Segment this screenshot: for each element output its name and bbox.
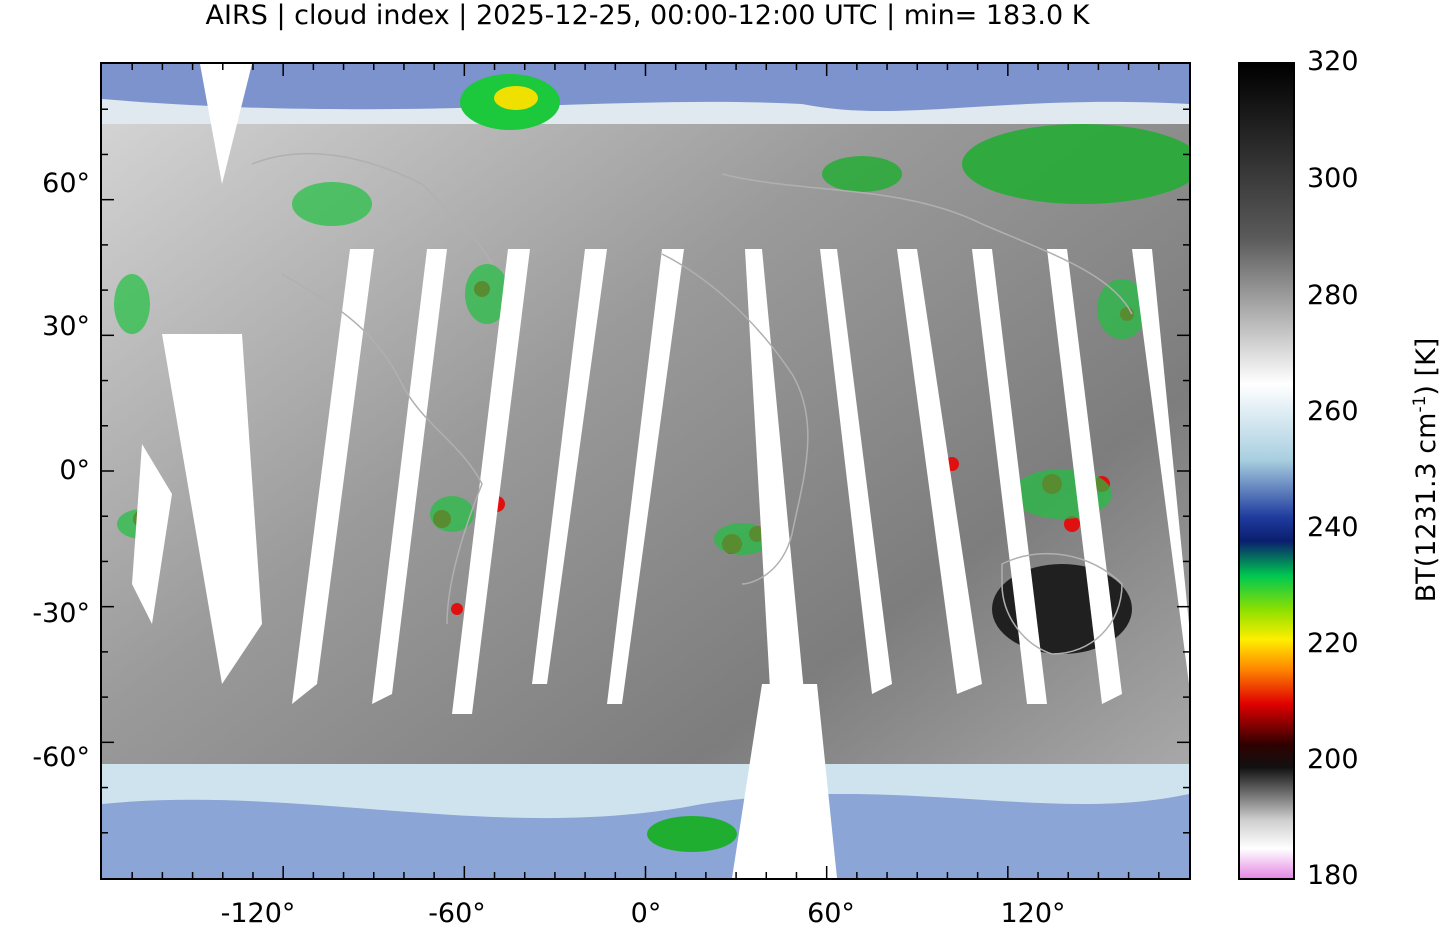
colorbar-tick-label: 320 bbox=[1307, 46, 1359, 77]
colorbar-tick-label: 240 bbox=[1307, 512, 1359, 543]
colorbar-label: BT(1231.3 cm-1) [K] bbox=[1410, 337, 1442, 603]
lat-tick-label: 60° bbox=[42, 168, 90, 199]
north-cloud-band bbox=[102, 64, 1189, 112]
colorbar-tick-label: 260 bbox=[1307, 396, 1359, 427]
lat-tick-label: 30° bbox=[42, 311, 90, 342]
south-cloud-band bbox=[102, 794, 1189, 878]
colorbar-tick-label: 220 bbox=[1307, 628, 1359, 659]
lon-tick-label: -60° bbox=[428, 898, 486, 929]
colorbar bbox=[1238, 62, 1295, 880]
map-title: AIRS | cloud index | 2025-12-25, 00:00-1… bbox=[205, 0, 1090, 31]
lon-tick-label: -120° bbox=[220, 898, 296, 929]
satellite-map bbox=[100, 62, 1191, 880]
map-tick-marks bbox=[102, 64, 1189, 878]
lat-tick-label: -30° bbox=[32, 598, 90, 629]
colorbar-tick-label: 300 bbox=[1307, 163, 1359, 194]
colorbar-tick-label: 200 bbox=[1307, 744, 1359, 775]
lon-tick-label: 60° bbox=[807, 898, 855, 929]
lat-tick-label: -60° bbox=[32, 742, 90, 773]
lon-tick-label: 0° bbox=[630, 898, 662, 929]
antarctic-feature bbox=[647, 816, 737, 852]
colorbar-tick-label: 180 bbox=[1307, 860, 1359, 891]
swath-gaps bbox=[132, 64, 1189, 878]
brightness-temperature-field bbox=[102, 64, 1189, 878]
coastlines bbox=[251, 152, 1133, 655]
lat-tick-label: 0° bbox=[59, 455, 90, 486]
lon-tick-label: 120° bbox=[1000, 898, 1066, 929]
south-cold-band bbox=[102, 764, 1189, 878]
colorbar-tick-label: 280 bbox=[1307, 280, 1359, 311]
siberia-feature bbox=[962, 124, 1189, 204]
